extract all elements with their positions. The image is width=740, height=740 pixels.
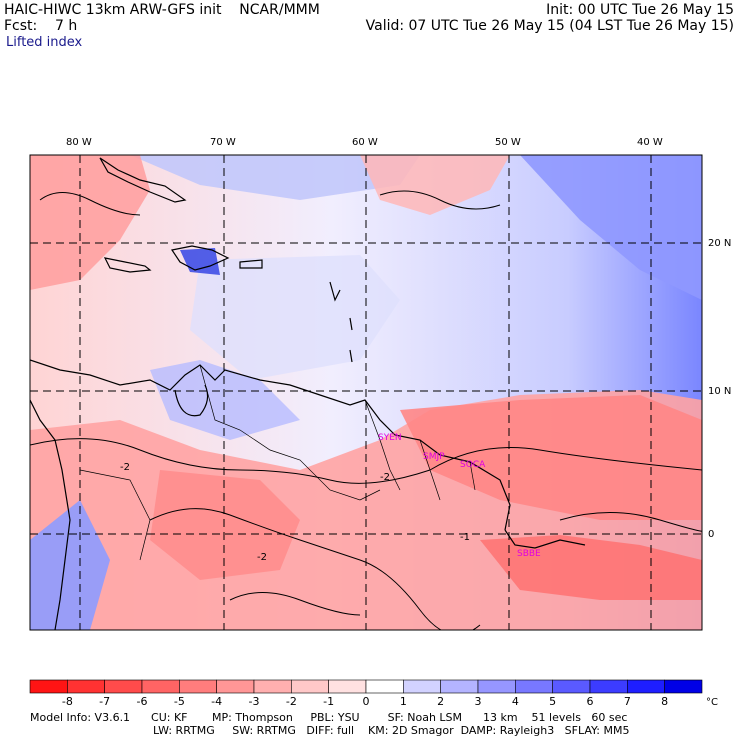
legend-swatch: [515, 679, 553, 694]
legend-swatch: [664, 679, 703, 694]
legend-tick-label: -4: [211, 695, 222, 708]
map-frame: [29, 154, 703, 631]
lon-label-40w: 40 W: [637, 137, 663, 148]
legend-swatch: [589, 679, 628, 694]
init-time: Init: 00 UTC Tue 26 May 15: [546, 2, 734, 18]
legend-tick-label: -7: [99, 695, 110, 708]
legend-swatch: [67, 679, 105, 694]
station-label: SYEN: [378, 433, 402, 443]
station-label: SOCA: [460, 460, 486, 470]
legend-swatch: [291, 679, 329, 694]
lon-label-50w: 50 W: [495, 137, 521, 148]
legend-tick-label: 1: [400, 695, 407, 708]
station-label: SBBE: [517, 549, 541, 559]
valid-time: Valid: 07 UTC Tue 26 May 15 (04 LST Tue …: [365, 18, 734, 34]
model-info-line-1: Model Info: V3.6.1 CU: KF MP: Thompson P…: [30, 711, 628, 724]
legend-tick-label: -3: [249, 695, 260, 708]
legend-swatch: [253, 679, 292, 694]
legend-swatch: [365, 679, 404, 694]
legend-tick-label: 8: [661, 695, 668, 708]
legend-swatch: [179, 679, 217, 694]
legend-tick-label: -1: [323, 695, 334, 708]
lat-label-20n: 20 N: [708, 238, 731, 249]
legend-swatch: [328, 679, 367, 694]
legend-swatch: [552, 679, 591, 694]
map-title: HAIC-HIWC 13km ARW-GFS init NCAR/MMM: [4, 2, 320, 18]
forecast-hour: Fcst: 7 h: [4, 18, 78, 34]
legend-tick-label: 5: [549, 695, 556, 708]
legend-tick-label: 4: [512, 695, 519, 708]
lat-label-10n: 10 N: [708, 386, 731, 397]
legend-tick-label: 3: [475, 695, 482, 708]
contour-label: -1: [460, 532, 470, 543]
legend-tick-label: -5: [174, 695, 185, 708]
legend-tick-label: -2: [286, 695, 297, 708]
legend-tick-label: 6: [587, 695, 594, 708]
lat-label-eq: 0: [708, 529, 714, 540]
legend-swatch: [104, 679, 143, 694]
legend-swatch: [403, 679, 441, 694]
legend-tick-label: -8: [62, 695, 73, 708]
model-info-line-2: LW: RRTMG SW: RRTMG DIFF: full KM: 2D Sm…: [153, 724, 630, 737]
lon-label-80w: 80 W: [66, 137, 92, 148]
station-label: SMJP: [423, 452, 445, 462]
color-legend: -8 -7 -6 -5 -4 -3 -2 -1 0 1 2 3 4 5 6 7 8 °C: [29, 679, 718, 708]
graticule: [30, 155, 702, 630]
legend-swatch: [627, 679, 665, 694]
contour-label: -2: [257, 552, 267, 563]
coastlines: [30, 157, 586, 630]
lon-label-70w: 70 W: [210, 137, 236, 148]
field-name: Lifted index: [6, 35, 83, 50]
legend-tick-label: 2: [437, 695, 444, 708]
legend-tick-label: 0: [363, 695, 370, 708]
legend-tick-label: 7: [624, 695, 631, 708]
legend-swatch: [440, 679, 479, 694]
legend-swatch: [29, 679, 68, 694]
legend-swatch: [216, 679, 255, 694]
legend-tick-label: -6: [137, 695, 148, 708]
contour-label: -2: [120, 462, 130, 473]
lifted-index-field: [30, 155, 702, 630]
legend-swatch: [477, 679, 516, 694]
contour-label: -2: [380, 472, 390, 483]
legend-swatch: [141, 679, 180, 694]
legend-unit: °C: [706, 697, 718, 708]
lon-label-60w: 60 W: [352, 137, 378, 148]
country-borders: [79, 364, 476, 561]
